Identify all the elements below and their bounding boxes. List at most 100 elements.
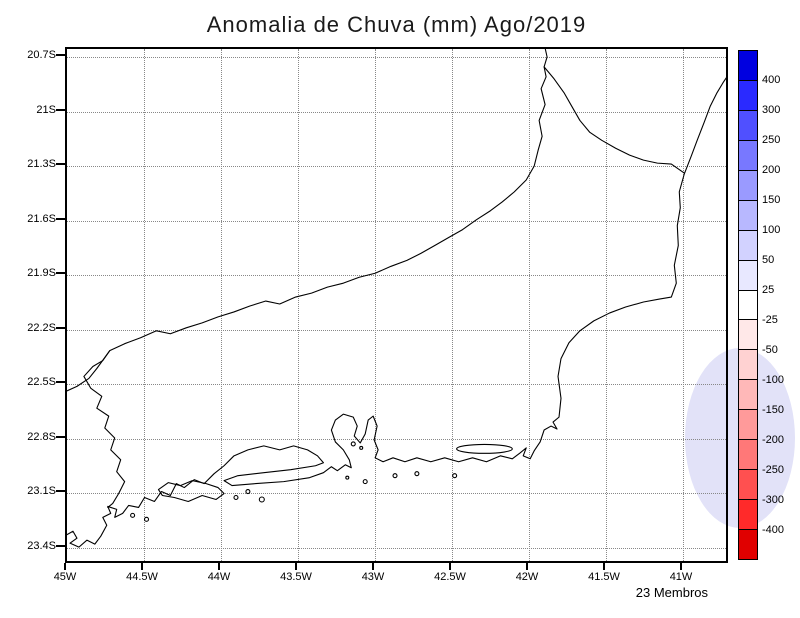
islet: [350, 441, 356, 447]
lon-tick-label: 41W: [669, 571, 693, 583]
lon-tick-mark: [680, 563, 682, 570]
colorbar-segment: [739, 260, 757, 291]
gridline-horizontal: [67, 384, 726, 385]
islet: [258, 496, 265, 503]
colorbar-segment: [739, 110, 757, 141]
north-border-path: [67, 49, 548, 392]
gridline-horizontal: [67, 275, 726, 276]
lat-tick-mark: [56, 54, 65, 56]
lon-tick-mark: [64, 563, 66, 570]
islet: [359, 445, 364, 450]
colorbar-label: 200: [762, 164, 781, 176]
colorbar-label: -100: [762, 374, 785, 386]
lon-tick-label: 44W: [207, 571, 231, 583]
gridline-horizontal: [67, 166, 726, 167]
islet: [362, 479, 368, 485]
lat-tick-mark: [56, 381, 65, 383]
gridline-vertical: [221, 49, 222, 561]
colorbar-segment: [739, 80, 757, 111]
islet: [392, 473, 398, 479]
colorbar-segment: [739, 440, 757, 471]
colorbar: [738, 50, 758, 560]
lat-tick-label: 21.9S: [27, 267, 56, 279]
colorbar-label: 400: [762, 74, 781, 86]
islet: [245, 489, 251, 495]
lat-tick-mark: [56, 436, 65, 438]
colorbar-segment: [739, 470, 757, 501]
colorbar-segment: [739, 230, 757, 261]
lon-tick-mark: [449, 563, 451, 570]
colorbar-label: 150: [762, 194, 781, 206]
colorbar-label: 25: [762, 284, 775, 296]
gridline-vertical: [683, 49, 684, 561]
colorbar-segment: [739, 350, 757, 381]
colorbar-label: 250: [762, 134, 781, 146]
colorbar-label: -250: [762, 464, 785, 476]
plot-frame: [65, 47, 728, 563]
coastline-path: [67, 77, 726, 548]
gridline-vertical: [375, 49, 376, 561]
gridline-horizontal: [67, 330, 726, 331]
lon-tick-label: 43.5W: [280, 571, 312, 583]
lat-tick-mark: [56, 272, 65, 274]
colorbar-segment: [739, 170, 757, 201]
lon-tick-mark: [526, 563, 528, 570]
colorbar-segment: [739, 380, 757, 411]
colorbar-label: -150: [762, 404, 785, 416]
gridline-horizontal: [67, 112, 726, 113]
colorbar-segment: [739, 320, 757, 351]
colorbar-segment: [739, 410, 757, 441]
lat-tick-label: 22.8S: [27, 431, 56, 443]
colorbar-label: -25: [762, 314, 778, 326]
islet: [143, 516, 150, 522]
lat-tick-label: 23.1S: [27, 485, 56, 497]
colorbar-segment: [739, 290, 757, 321]
lat-tick-label: 21.3S: [27, 158, 56, 170]
colorbar-segment: [739, 51, 757, 81]
west-border-path: [83, 350, 126, 508]
colorbar-label: -300: [762, 494, 785, 506]
lat-tick-mark: [56, 490, 65, 492]
lat-tick-label: 20.7S: [27, 49, 56, 61]
lat-tick-mark: [56, 545, 65, 547]
chart-title: Anomalia de Chuva (mm) Ago/2019: [206, 12, 587, 37]
lon-tick-label: 45W: [53, 571, 77, 583]
gridline-horizontal: [67, 221, 726, 222]
lat-tick-label: 22.2S: [27, 322, 56, 334]
gridline-vertical: [529, 49, 530, 561]
colorbar-label: 100: [762, 224, 781, 236]
gridline-horizontal: [67, 548, 726, 549]
lat-tick-label: 23.4S: [27, 540, 56, 552]
lon-tick-mark: [218, 563, 220, 570]
lon-tick-mark: [603, 563, 605, 570]
islet: [130, 512, 136, 518]
colorbar-label: -200: [762, 434, 785, 446]
island-outline: [157, 480, 225, 503]
colorbar-segment: [739, 500, 757, 530]
lat-tick-mark: [56, 109, 65, 111]
gridline-horizontal: [67, 57, 726, 58]
colorbar-label: -400: [762, 524, 785, 536]
lon-tick-mark: [141, 563, 143, 570]
lon-tick-label: 42.5W: [434, 571, 466, 583]
lon-tick-label: 42W: [515, 571, 539, 583]
lat-tick-mark: [56, 327, 65, 329]
lon-tick-mark: [295, 563, 297, 570]
colorbar-segment: [739, 140, 757, 171]
gridline-vertical: [452, 49, 453, 561]
lon-tick-mark: [372, 563, 374, 570]
colorbar-label: 300: [762, 104, 781, 116]
lon-tick-label: 41.5W: [588, 571, 620, 583]
east-border-path: [543, 66, 685, 174]
islet: [345, 475, 350, 480]
lat-tick-label: 21.6S: [27, 213, 56, 225]
colorbar-segment: [739, 200, 757, 231]
colorbar-label: -50: [762, 344, 778, 356]
colorbar-label: 50: [762, 254, 775, 266]
colorbar-segment: [739, 530, 757, 559]
lat-tick-label: 21S: [36, 104, 56, 116]
islet: [414, 471, 420, 477]
islet: [233, 494, 239, 501]
islet: [452, 473, 458, 479]
lon-tick-label: 44.5W: [126, 571, 158, 583]
